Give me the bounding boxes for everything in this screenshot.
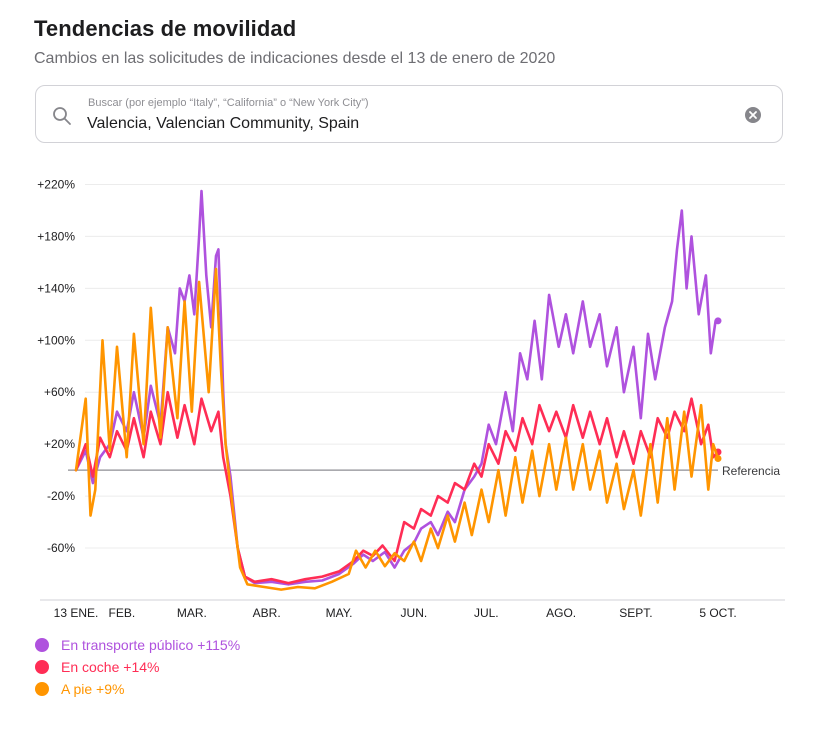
- y-tick-label: +100%: [37, 333, 75, 347]
- legend-label-transit: En transporte público +115%: [61, 637, 241, 653]
- y-tick-label: +60%: [44, 385, 75, 399]
- x-tick-label: JUN.: [401, 606, 428, 620]
- legend-item-walking[interactable]: A pie +9%: [35, 678, 240, 700]
- page-subtitle: Cambios en las solicitudes de indicacion…: [34, 50, 556, 67]
- search-box[interactable]: Buscar (por ejemplo “Italy”, “California…: [35, 85, 783, 143]
- x-tick-label: FEB.: [109, 606, 136, 620]
- y-tick-label: +220%: [37, 177, 75, 191]
- x-tick-label: 13 ENE.: [54, 606, 99, 620]
- legend-label-walking: A pie +9%: [61, 681, 125, 697]
- x-tick-label: JUL.: [474, 606, 499, 620]
- clear-icon[interactable]: [744, 106, 762, 124]
- legend-label-driving: En coche +14%: [61, 659, 160, 675]
- mobility-chart: +220% +180% +140% +100% +60% +20% -20% -60% 13 E…: [37, 177, 785, 620]
- search-icon: [53, 107, 71, 125]
- legend-dot-transit: [35, 638, 49, 652]
- y-tick-label: +140%: [37, 281, 75, 295]
- x-tick-label: MAY.: [326, 606, 353, 620]
- y-tick-label: +180%: [37, 229, 75, 243]
- y-tick-label: -20%: [47, 489, 75, 503]
- legend-item-driving[interactable]: En coche +14%: [35, 656, 240, 678]
- series-end-point-0: [714, 317, 722, 325]
- series-line-1: [74, 390, 720, 585]
- chart-legend: En transporte público +115% En coche +14…: [35, 634, 240, 700]
- page-title: Tendencias de movilidad: [34, 16, 297, 41]
- x-tick-label: 5 OCT.: [699, 606, 736, 620]
- baseline-label: Referencia: [722, 464, 780, 478]
- series-end-point-2: [714, 454, 722, 462]
- series-line-0: [74, 189, 720, 586]
- search-input[interactable]: [87, 113, 687, 135]
- legend-item-transit[interactable]: En transporte público +115%: [35, 634, 240, 656]
- y-tick-label: +20%: [44, 437, 75, 451]
- x-tick-label: MAR.: [177, 606, 207, 620]
- y-tick-label: -60%: [47, 541, 75, 555]
- x-tick-label: AGO.: [546, 606, 576, 620]
- search-placeholder: Buscar (por ejemplo “Italy”, “California…: [88, 97, 369, 109]
- legend-dot-driving: [35, 660, 49, 674]
- x-tick-label: SEPT.: [619, 606, 652, 620]
- legend-dot-walking: [35, 682, 49, 696]
- x-tick-label: ABR.: [253, 606, 281, 620]
- series-line-2: [74, 267, 720, 591]
